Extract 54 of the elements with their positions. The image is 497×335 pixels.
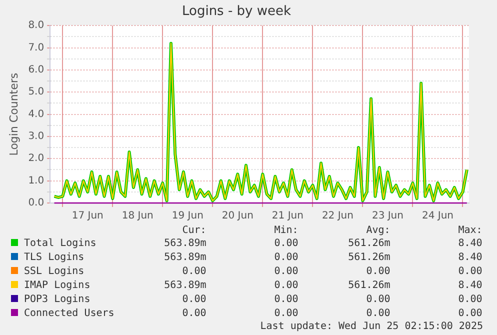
x-tick-label: 24 Jun (422, 210, 454, 222)
y-tick-label: 7.0 (28, 42, 44, 54)
y-tick-label: 2.0 (28, 153, 44, 164)
y-tick-label: 1.0 (28, 175, 44, 186)
x-tick-label: 22 Jun (322, 210, 354, 222)
text: 561.26m (347, 237, 392, 251)
text: 8.40 (457, 251, 484, 265)
text: 563.89m (163, 237, 208, 251)
text: 8.40 (457, 237, 484, 251)
text: Max: (457, 225, 484, 237)
x-tick-label: 18 Jun (122, 210, 154, 222)
text: 563.89m (163, 251, 208, 265)
legend-label: SSL Logins (24, 266, 84, 277)
text: 8.40 (457, 279, 484, 293)
y-tick-label: 0.0 (28, 198, 44, 209)
text: Last update: Wed Jun 25 02:15:00 2025 (259, 321, 484, 333)
text: 0.00 (273, 251, 300, 265)
text: 0.00 (181, 265, 208, 279)
x-tick-label: 19 Jun (172, 210, 204, 222)
y-tick-label: 6.0 (28, 64, 44, 76)
text: 0.00 (181, 307, 208, 321)
text: 0.00 (457, 265, 484, 279)
y-tick-label: 5.0 (28, 86, 44, 98)
text: 563.89m (163, 279, 208, 293)
text: 0.00 (365, 307, 392, 321)
text: Cur: (181, 225, 208, 237)
text: 0.00 (365, 265, 392, 279)
chart-title: Logins - by week (182, 4, 292, 20)
text: 0.00 (181, 293, 208, 307)
text: 561.26m (347, 279, 392, 293)
text: 0.00 (273, 265, 300, 279)
x-tick-label: 21 Jun (272, 210, 304, 222)
text: 0.00 (365, 293, 392, 307)
text: 0.00 (457, 293, 484, 307)
legend-label: TLS Logins (24, 252, 84, 263)
text: 0.00 (273, 307, 300, 321)
legend-label: Connected Users (24, 308, 114, 319)
text: 0.00 (273, 293, 300, 307)
text: 0.00 (273, 237, 300, 251)
text: 0.00 (457, 307, 484, 321)
text: 561.26m (347, 251, 392, 265)
text: Avg: (365, 225, 392, 237)
text: 0.00 (273, 279, 300, 293)
y-tick-label: 3.0 (28, 131, 44, 142)
y-tick-label: 4.0 (28, 108, 44, 120)
y-axis-title: Login Counters (7, 72, 20, 156)
text: Min: (273, 225, 300, 237)
x-tick-label: 17 Jun (72, 210, 104, 222)
legend-label: IMAP Logins (24, 280, 90, 291)
legend-label: Total Logins (24, 238, 96, 249)
x-tick-label: 23 Jun (372, 210, 404, 222)
legend-label: POP3 Logins (24, 294, 90, 305)
y-tick-label: 8.0 (28, 20, 44, 32)
x-tick-label: 20 Jun (222, 210, 254, 222)
